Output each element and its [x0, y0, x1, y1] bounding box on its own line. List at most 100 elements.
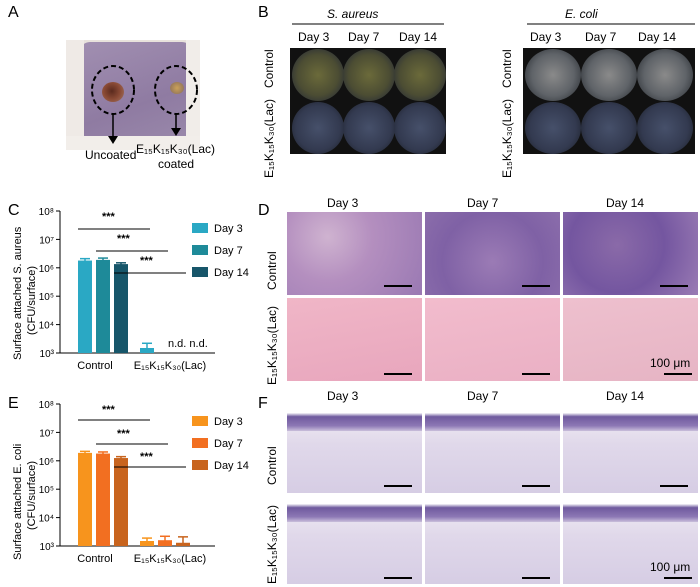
- fur-left: [66, 40, 84, 150]
- legend-swatch: [192, 223, 208, 233]
- scale-bar: [522, 373, 550, 375]
- b-row-control-e-coli: Control: [500, 49, 514, 88]
- bar: [78, 260, 92, 353]
- bar: [78, 452, 92, 546]
- c-ylabel-line2: (CFU/surface): [26, 265, 38, 335]
- c-nd-label: n.d. n.d.: [168, 338, 208, 350]
- plate-coated-e-coli-day14: [637, 102, 693, 154]
- panel-letter-a: A: [8, 4, 19, 21]
- f-row-coated: E₁₅K₁₅K₃₀(Lac): [265, 505, 279, 584]
- coated-label-line2: coated: [158, 157, 195, 171]
- mouse-photo: [66, 40, 200, 150]
- y-tick-label: 10⁵: [39, 485, 54, 496]
- x-category-label: E₁₅K₁₅K₃₀(Lac): [134, 360, 206, 372]
- bar: [114, 458, 128, 546]
- bar: [96, 259, 110, 353]
- f-day-label: Day 7: [467, 389, 499, 403]
- f-day-label: Day 14: [606, 389, 645, 403]
- histo-d-control-day3: [287, 212, 422, 295]
- histo-f-coated-day14: [563, 496, 698, 584]
- b-day-label: Day 3: [298, 30, 330, 44]
- plate-coated-s-aureus-day3: [292, 102, 344, 154]
- d-row-control: Control: [265, 251, 279, 290]
- y-tick-label: 10⁸: [39, 207, 54, 218]
- legend-label: Day 3: [214, 416, 243, 428]
- b-day-label: Day 14: [399, 30, 438, 44]
- scale-bar: [660, 485, 688, 487]
- histo-d-coated-day7: [425, 298, 560, 381]
- plate-control-e-coli-day3: [525, 49, 581, 101]
- legend-swatch: [192, 416, 208, 426]
- plate-control-s-aureus-day14: [394, 49, 446, 101]
- legend-label: Day 7: [214, 438, 243, 450]
- histo-d-coated-day3: [287, 298, 422, 381]
- y-tick-label: 10⁸: [39, 400, 54, 411]
- histo-f-control-day14: [563, 405, 698, 493]
- e-sig-1: ***: [102, 404, 115, 416]
- legend-label: Day 14: [214, 460, 249, 472]
- b-day-label: Day 7: [585, 30, 617, 44]
- scale-bar: [384, 485, 412, 487]
- y-tick-label: 10³: [40, 542, 55, 553]
- histo-f-control-day7: [425, 405, 560, 493]
- fur-bottom: [66, 136, 200, 150]
- f-scale-label: 100 μm: [650, 560, 691, 574]
- histo-d-control-day7: [425, 212, 560, 295]
- b-row-coated-s-aureus: E₁₅K₁₅K₃₀(Lac): [262, 99, 276, 178]
- f-day-label: Day 3: [327, 389, 359, 403]
- y-tick-label: 10³: [40, 349, 55, 360]
- coated-label-line1: E₁₅K₁₅K₃₀(Lac): [136, 142, 215, 156]
- plate-control-s-aureus-day7: [343, 49, 395, 101]
- y-tick-label: 10⁵: [39, 292, 54, 303]
- scale-bar: [522, 285, 550, 287]
- legend-swatch: [192, 267, 208, 277]
- histo-f-coated-day7: [425, 496, 560, 584]
- scale-bar: [384, 373, 412, 375]
- e-ylabel-line1: Surface attached E. coli: [12, 443, 24, 560]
- legend-label: Day 3: [214, 223, 243, 235]
- chart-s-aureus: 10³ 10⁴ 10⁵ 10⁶ 10⁷ 10⁸ Control E₁₅K₁₅K₃₀(Lac) D…: [39, 207, 249, 372]
- scale-bar: [664, 577, 692, 579]
- bar: [96, 453, 110, 546]
- b-day-label: Day 14: [638, 30, 677, 44]
- plate-coated-e-coli-day7: [581, 102, 637, 154]
- legend-label: Day 14: [214, 267, 249, 279]
- d-day-label: Day 3: [327, 196, 359, 210]
- plate-coated-e-coli-day3: [525, 102, 581, 154]
- scale-bar: [522, 485, 550, 487]
- panel-letter-b: B: [258, 4, 269, 21]
- c-sig-1: ***: [102, 211, 115, 223]
- histo-f-control-day3: [287, 405, 422, 493]
- histo-f-coated-day3: [287, 496, 422, 584]
- histo-d-control-day14: [563, 212, 698, 295]
- panel-letter-c: C: [8, 202, 20, 219]
- y-tick-label: 10⁴: [39, 321, 54, 332]
- bar: [114, 264, 128, 353]
- x-category-label: E₁₅K₁₅K₃₀(Lac): [134, 553, 206, 565]
- b-day-label: Day 7: [348, 30, 380, 44]
- b-row-coated-e-coli: E₁₅K₁₅K₃₀(Lac): [500, 99, 514, 178]
- b-row-control-s-aureus: Control: [262, 49, 276, 88]
- scale-bar: [664, 373, 692, 375]
- plate-coated-s-aureus-day14: [394, 102, 446, 154]
- e-ylabel-line2: (CFU/surface): [26, 460, 38, 530]
- panel-letter-f: F: [258, 395, 268, 412]
- plate-control-e-coli-day14: [637, 49, 693, 101]
- c-sig-2: ***: [117, 233, 130, 245]
- plate-control-s-aureus-day3: [292, 49, 344, 101]
- scale-bar: [660, 285, 688, 287]
- f-row-control: Control: [265, 446, 279, 485]
- e-sig-3: ***: [140, 451, 153, 463]
- d-row-coated: E₁₅K₁₅K₃₀(Lac): [265, 306, 279, 385]
- y-tick-label: 10⁶: [39, 457, 54, 468]
- legend-swatch: [192, 245, 208, 255]
- d-day-label: Day 14: [606, 196, 645, 210]
- uncoated-implant-site: [102, 82, 124, 102]
- y-tick-label: 10⁷: [39, 235, 54, 246]
- c-ylabel-line1: Surface attached S. aureus: [12, 226, 24, 360]
- y-tick-label: 10⁶: [39, 264, 54, 275]
- histo-d-coated-day14: [563, 298, 698, 381]
- legend-swatch: [192, 460, 208, 470]
- d-day-label: Day 7: [467, 196, 499, 210]
